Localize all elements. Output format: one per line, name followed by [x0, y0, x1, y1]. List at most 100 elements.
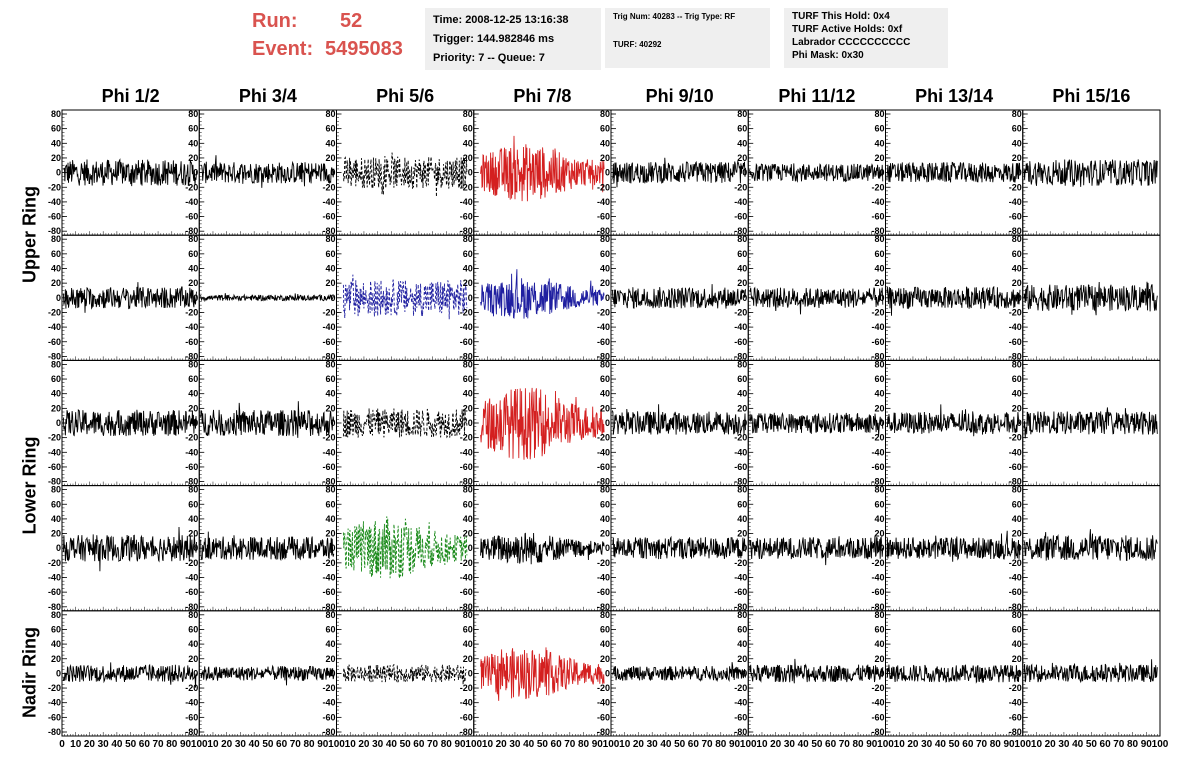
event-label: Event: [252, 38, 314, 60]
x-tick-label: 40 [523, 739, 535, 750]
this-hold-text: TURF This Hold: 0x4 [792, 11, 890, 22]
y-tick-label: -40 [460, 197, 473, 207]
time-text: Time: 2008-12-25 13:16:38 [433, 14, 569, 26]
y-tick-label: -80 [460, 727, 473, 737]
y-tick-label: 80 [1012, 109, 1022, 119]
y-tick-label: -80 [871, 226, 884, 236]
waveform-trace [749, 658, 884, 684]
y-tick-label: -20 [460, 307, 473, 317]
waveform-trace [480, 387, 605, 460]
y-tick-label: -40 [322, 698, 335, 708]
y-tick-label: -20 [1009, 182, 1022, 192]
y-tick-label: 80 [188, 234, 198, 244]
y-tick-label: 60 [737, 499, 747, 509]
y-tick-label: 20 [874, 153, 884, 163]
x-tick-label: 90 [592, 739, 604, 750]
y-tick-label: -40 [734, 322, 747, 332]
y-tick-label: 60 [463, 124, 473, 134]
y-tick-label: 0 [879, 418, 884, 428]
y-tick-label: 20 [874, 403, 884, 413]
y-tick-label: -20 [185, 558, 198, 568]
turf-text: TURF: 40292 [613, 40, 662, 49]
y-tick-label: -80 [597, 477, 610, 487]
x-tick-label: 80 [1127, 739, 1139, 750]
y-tick-label: 0 [742, 418, 747, 428]
y-tick-label: 20 [51, 278, 61, 288]
x-tick-label: 40 [798, 739, 810, 750]
waveform-trace [749, 162, 884, 183]
y-tick-label: -40 [871, 698, 884, 708]
y-tick-label: -80 [322, 351, 335, 361]
y-tick-label: -20 [734, 182, 747, 192]
y-tick-label: -20 [185, 307, 198, 317]
x-tick-label: 10 [619, 739, 631, 750]
time-info-box: Time: 2008-12-25 13:16:38 Trigger: 144.9… [425, 8, 601, 70]
y-tick-label: 40 [325, 514, 335, 524]
y-tick-label: 20 [600, 403, 610, 413]
x-tick-label: 50 [400, 739, 412, 750]
x-tick-label: 50 [537, 739, 549, 750]
x-tick-label: 70 [839, 739, 851, 750]
waveform-trace [886, 664, 1021, 684]
y-tick-label: -80 [185, 477, 198, 487]
y-tick-label: 80 [600, 359, 610, 369]
y-tick-label: 40 [51, 264, 61, 274]
y-tick-label: 60 [325, 624, 335, 634]
y-tick-label: -80 [48, 226, 61, 236]
y-tick-label: 60 [1012, 374, 1022, 384]
y-tick-label: -20 [871, 683, 884, 693]
y-tick-label: 40 [874, 639, 884, 649]
y-tick-label: 0 [56, 668, 61, 678]
y-tick-label: -60 [322, 587, 335, 597]
y-tick-label: 40 [737, 138, 747, 148]
y-tick-label: -60 [460, 462, 473, 472]
y-tick-label: -60 [1009, 212, 1022, 222]
trig-text: Trig Num: 40283 -- Trig Type: RF [613, 12, 736, 21]
y-tick-label: 0 [605, 418, 610, 428]
y-tick-label: -80 [734, 727, 747, 737]
y-tick-label: -80 [597, 351, 610, 361]
y-tick-label: 40 [600, 639, 610, 649]
y-tick-label: 40 [1012, 264, 1022, 274]
y-tick-label: -20 [871, 558, 884, 568]
waveform-trace [749, 535, 884, 566]
x-tick-label: 50 [811, 739, 823, 750]
y-tick-label: -80 [48, 477, 61, 487]
y-tick-label: 40 [325, 389, 335, 399]
x-tick-label: 40 [660, 739, 672, 750]
y-tick-label: 0 [56, 168, 61, 178]
y-tick-label: 80 [600, 109, 610, 119]
y-tick-label: -60 [185, 212, 198, 222]
y-tick-label: 80 [737, 485, 747, 495]
y-tick-label: 20 [874, 654, 884, 664]
y-tick-label: -40 [322, 573, 335, 583]
y-tick-label: 60 [1012, 249, 1022, 259]
y-tick-label: -20 [871, 182, 884, 192]
y-tick-label: 0 [193, 293, 198, 303]
y-tick-label: -80 [871, 602, 884, 612]
y-tick-label: 80 [874, 109, 884, 119]
y-tick-label: 20 [737, 654, 747, 664]
y-tick-label: 80 [1012, 234, 1022, 244]
x-tick-label: 40 [386, 739, 398, 750]
y-tick-label: 20 [874, 278, 884, 288]
y-tick-label: 60 [325, 374, 335, 384]
y-tick-label: -20 [1009, 683, 1022, 693]
y-tick-label: -60 [185, 337, 198, 347]
y-tick-label: 60 [600, 374, 610, 384]
y-tick-label: 0 [330, 293, 335, 303]
y-tick-label: -80 [1009, 351, 1022, 361]
y-tick-label: 60 [463, 499, 473, 509]
waveform-trace [200, 401, 335, 438]
x-tick-label: 100 [1152, 739, 1169, 750]
y-tick-label: 60 [51, 124, 61, 134]
y-tick-label: 40 [1012, 138, 1022, 148]
x-tick-label: 30 [647, 739, 659, 750]
x-tick-label: 70 [427, 739, 439, 750]
y-tick-label: -20 [48, 433, 61, 443]
y-tick-label: 0 [605, 543, 610, 553]
y-tick-label: -80 [597, 602, 610, 612]
y-tick-label: 0 [193, 668, 198, 678]
x-tick-label: 60 [276, 739, 288, 750]
y-tick-label: 40 [600, 138, 610, 148]
